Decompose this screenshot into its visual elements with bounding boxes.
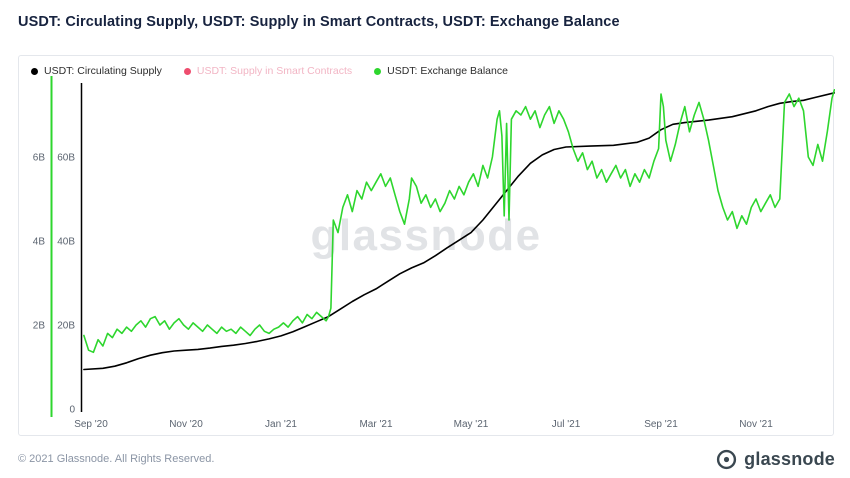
chart-legend: USDT: Circulating Supply USDT: Supply in … bbox=[31, 65, 508, 77]
usdt-circulating-supply-line bbox=[83, 91, 835, 371]
x-axis-label: Jan '21 bbox=[265, 419, 297, 430]
legend-item-2[interactable]: USDT: Exchange Balance bbox=[374, 65, 508, 77]
footer: © 2021 Glassnode. All Rights Reserved. g… bbox=[18, 444, 835, 474]
y-axis-label-supply: 20B bbox=[57, 321, 75, 332]
x-axis-label: Jul '21 bbox=[552, 419, 581, 430]
y-axis-label-supply: 40B bbox=[57, 237, 75, 248]
legend-dot bbox=[374, 67, 382, 75]
legend-label: USDT: Circulating Supply bbox=[44, 65, 162, 77]
x-axis-label: Nov '21 bbox=[739, 419, 773, 430]
copyright-text: © 2021 Glassnode. All Rights Reserved. bbox=[18, 453, 215, 465]
glassnode-logo-icon bbox=[717, 449, 737, 469]
chart-plot-area[interactable]: 2B 4B 6B 0 20B 40B 60B Sep '20 Nov '20 Jan '21 Mar… bbox=[19, 56, 835, 437]
glassnode-watermark: glassnode bbox=[310, 211, 542, 260]
page-title: USDT: Circulating Supply, USDT: Supply i… bbox=[18, 14, 620, 30]
y-axis-label-exchange: 2B bbox=[33, 321, 46, 332]
x-axis-label: May '21 bbox=[454, 419, 489, 430]
x-axis-label: Mar '21 bbox=[359, 419, 392, 430]
usdt-exchange-balance-line bbox=[83, 88, 835, 354]
y-axis-label-supply: 0 bbox=[69, 405, 75, 416]
glassnode-brand: glassnode bbox=[716, 449, 835, 470]
y-axis-label-supply: 60B bbox=[57, 153, 75, 164]
legend-dot bbox=[31, 67, 38, 75]
y-axis-label-exchange: 4B bbox=[33, 237, 46, 248]
y-axis-label-exchange: 6B bbox=[33, 153, 46, 164]
x-axis-label: Sep '20 bbox=[74, 419, 108, 430]
legend-item-1[interactable]: USDT: Supply in Smart Contracts bbox=[183, 65, 353, 77]
glassnode-wordmark: glassnode bbox=[744, 448, 835, 469]
chart-card: USDT: Circulating Supply USDT: Supply in … bbox=[18, 55, 835, 437]
legend-item-0[interactable]: USDT: Circulating Supply bbox=[31, 65, 162, 77]
legend-label: USDT: Exchange Balance bbox=[387, 65, 508, 77]
x-axis-label: Nov '20 bbox=[169, 419, 203, 430]
legend-dot bbox=[183, 67, 191, 75]
legend-label: USDT: Supply in Smart Contracts bbox=[196, 65, 353, 77]
x-axis-label: Sep '21 bbox=[644, 419, 678, 430]
